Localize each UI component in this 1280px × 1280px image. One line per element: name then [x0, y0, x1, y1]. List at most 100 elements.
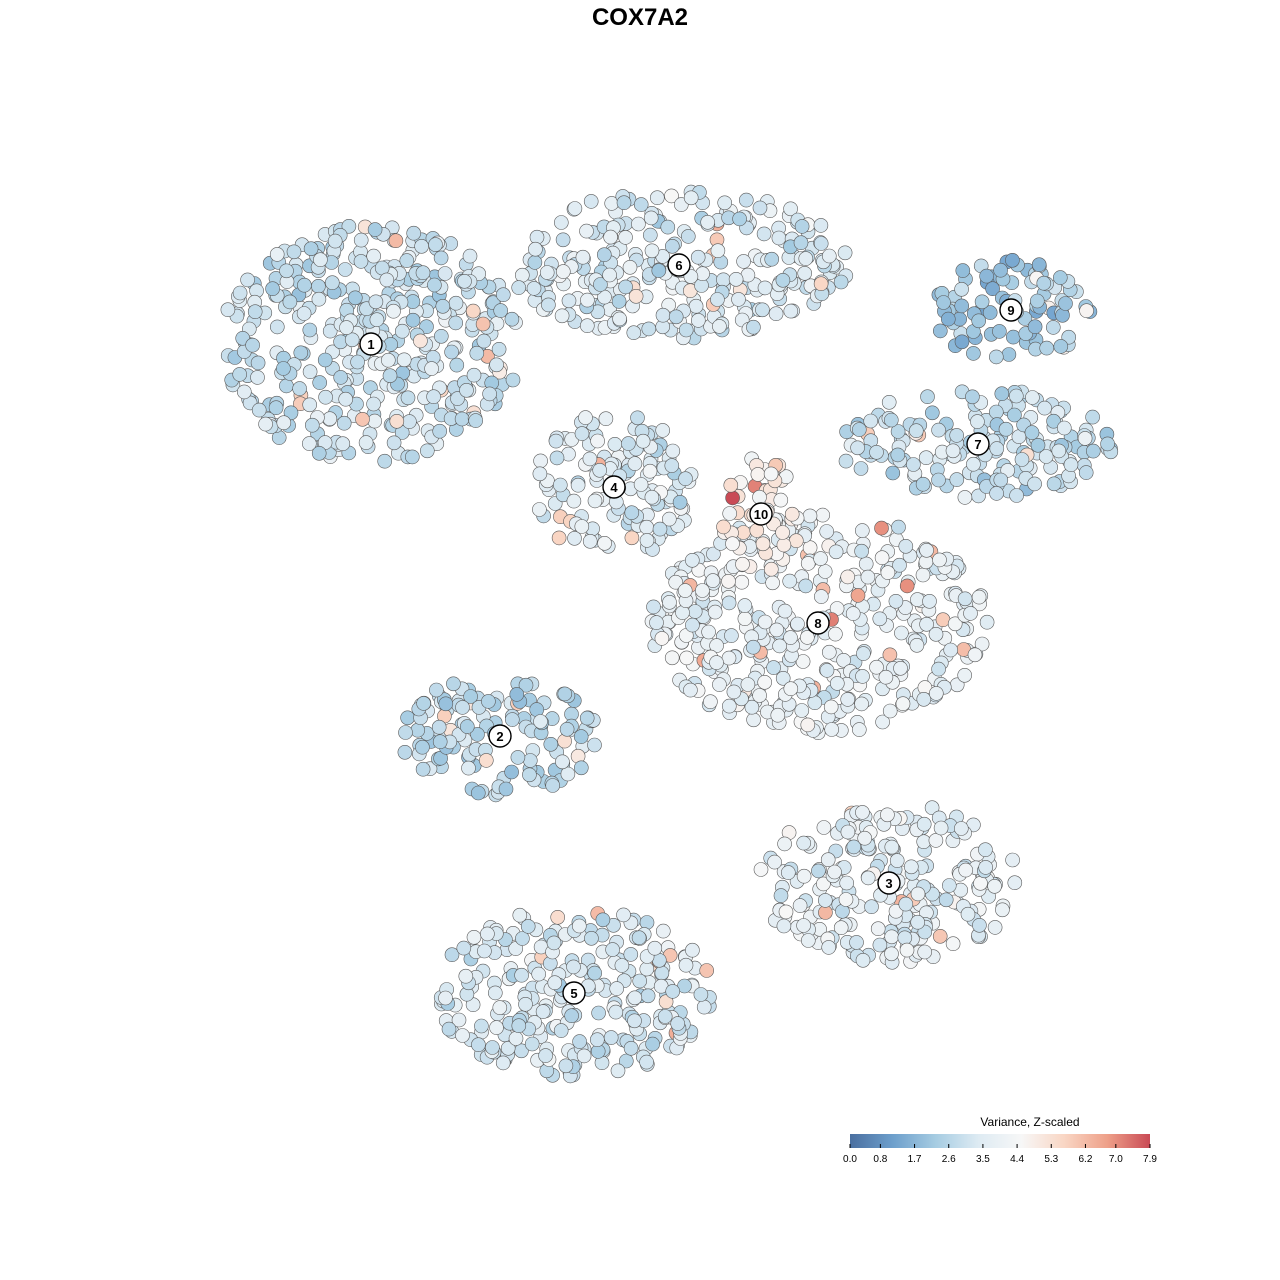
data-point [767, 854, 782, 870]
data-point [435, 298, 451, 314]
data-point [589, 1032, 605, 1047]
data-point [553, 215, 569, 230]
data-point [910, 914, 926, 930]
data-point [916, 816, 932, 832]
data-point [752, 489, 767, 505]
data-point [311, 445, 327, 461]
data-point [495, 1055, 511, 1071]
data-point [947, 616, 963, 632]
data-point [630, 410, 645, 426]
data-point [448, 315, 464, 331]
data-point [752, 200, 768, 216]
data-point [592, 462, 608, 478]
data-point [899, 578, 915, 594]
data-point [559, 721, 575, 737]
data-point [938, 892, 954, 908]
data-point [1001, 347, 1017, 362]
data-point [668, 309, 684, 325]
data-point [680, 229, 696, 244]
data-point [514, 267, 530, 283]
data-point [627, 990, 643, 1006]
data-point [518, 677, 534, 693]
data-point [978, 842, 993, 858]
data-point [840, 569, 856, 585]
data-point [989, 486, 1004, 501]
data-point [1051, 443, 1067, 459]
legend-tick-label: 3.5 [976, 1154, 990, 1165]
data-point [367, 413, 383, 429]
data-point [433, 328, 449, 344]
data-point [397, 744, 413, 760]
data-point [338, 391, 354, 407]
data-point [839, 875, 855, 891]
data-point [388, 233, 404, 248]
data-point [367, 222, 383, 237]
data-point [470, 785, 486, 801]
data-point [750, 467, 766, 482]
data-point [454, 411, 470, 427]
data-point [487, 985, 503, 1001]
data-point [1030, 293, 1045, 309]
data-point [551, 530, 567, 546]
data-point [605, 942, 620, 957]
data-point [685, 617, 700, 633]
data-point [707, 604, 723, 620]
data-point [725, 490, 740, 506]
data-point [770, 707, 786, 723]
data-point [341, 219, 357, 234]
data-point [598, 411, 614, 427]
data-point [481, 694, 496, 709]
data-point [405, 312, 421, 328]
data-point [603, 1030, 619, 1045]
data-point [426, 389, 441, 405]
data-point [777, 603, 793, 619]
data-point [1038, 449, 1054, 464]
data-point [477, 943, 492, 959]
data-point [856, 646, 871, 661]
data-point [639, 961, 655, 977]
data-point [522, 753, 538, 768]
data-point [511, 280, 527, 295]
data-point [520, 919, 536, 934]
data-point [379, 272, 395, 288]
data-point [444, 947, 460, 963]
data-point [764, 251, 780, 267]
cluster-label-text: 9 [1007, 303, 1014, 318]
data-point [769, 622, 785, 638]
data-point [884, 929, 900, 945]
data-point [584, 930, 599, 946]
data-point [874, 520, 889, 536]
data-point [500, 1041, 516, 1056]
data-point [458, 968, 474, 984]
data-point [535, 1004, 551, 1019]
data-point [438, 696, 454, 712]
data-point [915, 567, 931, 583]
data-point [845, 606, 861, 621]
data-point [313, 252, 328, 268]
data-point [398, 725, 413, 740]
data-point [745, 639, 761, 655]
cluster-labels-layer: 1 2 3 4 5 6 7 8 9 10 [359, 253, 1023, 1005]
data-point [350, 354, 365, 370]
data-point [985, 281, 1000, 297]
data-point [878, 669, 894, 685]
data-point [399, 253, 415, 268]
data-point [587, 737, 602, 753]
cluster-label-text: 6 [675, 258, 682, 273]
data-point [1007, 407, 1022, 423]
data-point [1057, 420, 1072, 436]
data-point [706, 546, 721, 562]
data-point [448, 295, 464, 311]
data-point [726, 684, 742, 700]
data-point [655, 307, 671, 323]
data-point [716, 272, 731, 288]
data-point [250, 355, 266, 371]
data-point [836, 652, 851, 668]
data-point [824, 722, 840, 737]
data-point [685, 942, 700, 958]
data-point [579, 710, 595, 726]
data-point [725, 536, 740, 552]
data-point [635, 433, 651, 449]
data-point [404, 449, 420, 465]
data-point [940, 311, 956, 327]
